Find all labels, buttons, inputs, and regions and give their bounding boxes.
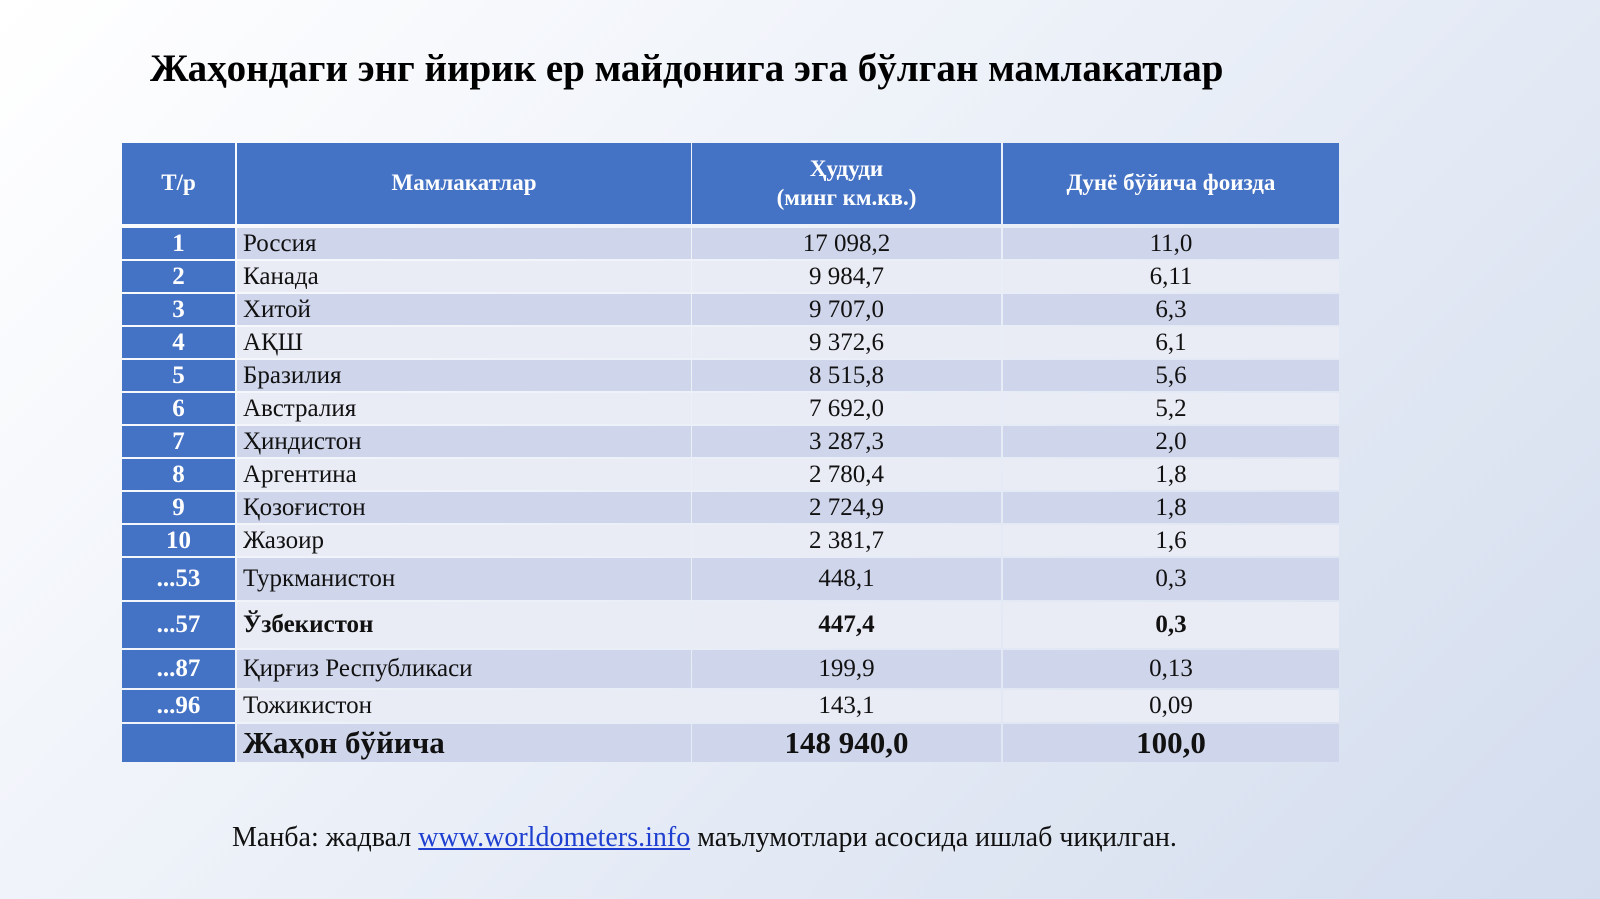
source-suffix: маълумотлари асосида ишлаб чиқилган. [697, 822, 1177, 853]
table-cell: 5,2 [1003, 393, 1339, 424]
table-cell: Россия [237, 228, 691, 259]
table-cell: 1,6 [1003, 525, 1339, 556]
table-cell: 3 287,3 [692, 426, 1001, 457]
total-cell: 148 940,0 [692, 724, 1001, 762]
table-cell: Туркманистон [237, 558, 691, 600]
row-number: 9 [122, 492, 235, 523]
table-cell: Қозоғистон [237, 492, 691, 523]
table-cell: Аргентина [237, 459, 691, 490]
table-cell: 9 372,6 [692, 327, 1001, 358]
table-cell: 0,3 [1003, 602, 1339, 648]
table-cell: 199,9 [692, 650, 1001, 688]
table-cell: 0,09 [1003, 690, 1339, 722]
row-number [122, 724, 235, 762]
table-cell: 447,4 [692, 602, 1001, 648]
table-cell: Австралия [237, 393, 691, 424]
row-number: ...57 [122, 602, 235, 648]
table-cell: 17 098,2 [692, 228, 1001, 259]
table-cell: Хитой [237, 294, 691, 325]
table-cell: 1,8 [1003, 459, 1339, 490]
table-cell: 7 692,0 [692, 393, 1001, 424]
table-cell: 0,3 [1003, 558, 1339, 600]
row-number: 3 [122, 294, 235, 325]
source-prefix: Манба: жадвал [232, 822, 412, 853]
row-number: 6 [122, 393, 235, 424]
table-cell: 8 515,8 [692, 360, 1001, 391]
row-number: 2 [122, 261, 235, 292]
table-cell: 5,6 [1003, 360, 1339, 391]
table-cell: АҚШ [237, 327, 691, 358]
row-number: 1 [122, 228, 235, 259]
table-cell: 9 707,0 [692, 294, 1001, 325]
header-cell: Ҳудуди (минг км.кв.) [692, 143, 1001, 224]
table-cell: Қирғиз Республикаси [237, 650, 691, 688]
table-cell: Тожикистон [237, 690, 691, 722]
table-cell: Канада [237, 261, 691, 292]
source-link[interactable]: www.worldometers.info [418, 822, 691, 853]
total-cell: 100,0 [1003, 724, 1339, 762]
table-cell: Ўзбекистон [237, 602, 691, 648]
header-cell: Дунё бўйича фоизда [1003, 143, 1339, 224]
header-cell: Мамлакатлар [237, 143, 691, 224]
title: Жаҳондаги энг йирик ер майдонига эга бўл… [150, 47, 1224, 90]
header-cell: Т/р [122, 143, 235, 224]
row-number: ...96 [122, 690, 235, 722]
table-cell: 9 984,7 [692, 261, 1001, 292]
table-cell: 6,3 [1003, 294, 1339, 325]
table-cell: 143,1 [692, 690, 1001, 722]
table-cell: 6,11 [1003, 261, 1339, 292]
row-number: ...87 [122, 650, 235, 688]
row-number: 4 [122, 327, 235, 358]
row-number: 10 [122, 525, 235, 556]
table-cell: 448,1 [692, 558, 1001, 600]
row-number: 8 [122, 459, 235, 490]
table-cell: 11,0 [1003, 228, 1339, 259]
table-cell: Ҳиндистон [237, 426, 691, 457]
total-cell: Жаҳон бўйича [237, 724, 691, 762]
table-cell: 2 780,4 [692, 459, 1001, 490]
row-number: ...53 [122, 558, 235, 600]
row-number: 5 [122, 360, 235, 391]
table-cell: Жазоир [237, 525, 691, 556]
row-number: 7 [122, 426, 235, 457]
table-cell: 2 381,7 [692, 525, 1001, 556]
table-cell: 0,13 [1003, 650, 1339, 688]
table-cell: 2,0 [1003, 426, 1339, 457]
table-cell: Бразилия [237, 360, 691, 391]
table-cell: 6,1 [1003, 327, 1339, 358]
table-cell: 1,8 [1003, 492, 1339, 523]
source-note: Манба: жадвал www.worldometers.info маъл… [232, 822, 1177, 854]
table-cell: 2 724,9 [692, 492, 1001, 523]
